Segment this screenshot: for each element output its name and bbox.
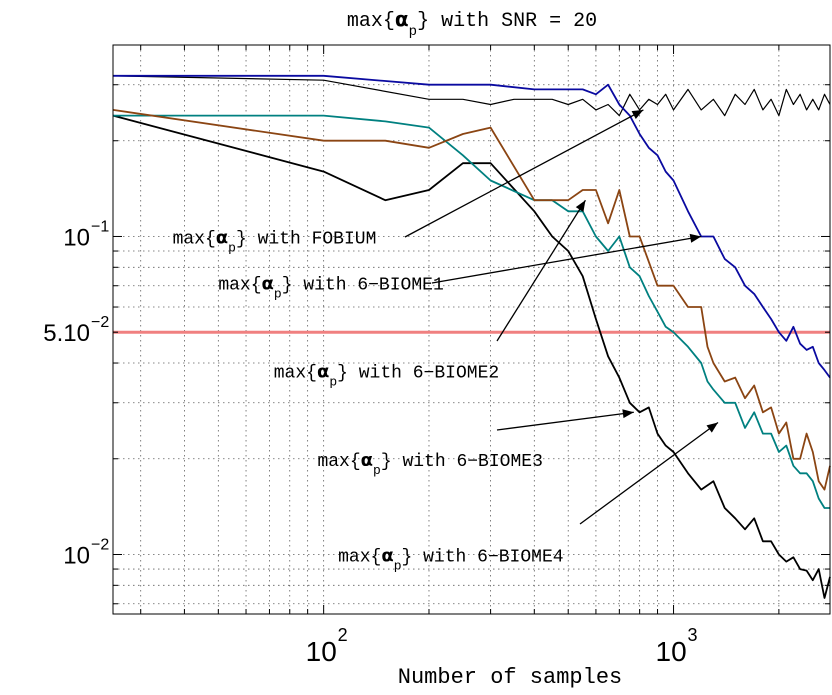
annotation-arrows	[404, 109, 719, 525]
plot-frame	[112, 44, 831, 615]
arrow-head-fobium	[631, 109, 644, 120]
arrow-head-biome1	[689, 233, 702, 243]
x-tick-label: 103	[656, 625, 698, 667]
arrow-shaft-biome2	[496, 199, 586, 342]
annotation-fobium-alpha: α	[216, 228, 228, 249]
title-suffix: } with SNR = 20	[417, 10, 597, 33]
y-tick-exp: −2	[91, 537, 109, 554]
y-tick-exp: −1	[91, 218, 109, 235]
arrow-shaft-biome3	[496, 411, 634, 431]
series-line-biome4	[112, 114, 831, 599]
axes-box	[112, 44, 831, 615]
x-axis-label: Number of samples	[398, 665, 622, 690]
grid	[113, 44, 830, 614]
annotation-biome1-prefix: max{	[218, 276, 261, 296]
arrow-biome1	[431, 233, 702, 284]
annotation-biome1-alpha: α	[262, 274, 274, 295]
annotation-fobium-prefix: max{	[173, 230, 216, 250]
arrow-head-biome2	[575, 200, 586, 212]
series-line-biome3	[113, 114, 830, 509]
y-tick-exp: −2	[91, 314, 109, 331]
annotation-biome1: max{αp} with 6−BIOME1	[218, 274, 443, 302]
x-tick-exp: 3	[688, 625, 698, 645]
annotation-biome2-subscript: p	[329, 375, 337, 390]
annotation-biome3: max{αp} with 6−BIOME3	[317, 450, 542, 478]
annotation-biome4-alpha: α	[381, 546, 393, 567]
annotation-biome1-suffix: } with 6−BIOME1	[282, 276, 444, 296]
series-line-fobium	[112, 75, 831, 117]
y-tick-base: 10	[63, 543, 90, 570]
title-prefix: max{	[347, 10, 395, 33]
title-alpha: α	[395, 7, 409, 31]
arrow-head-biome3	[622, 409, 634, 419]
series-group	[112, 74, 831, 599]
arrow-shaft-biome1	[431, 235, 702, 284]
arrow-fobium	[404, 109, 644, 238]
x-tick-exp: 2	[338, 625, 348, 645]
annotation-biome4-prefix: max{	[338, 548, 381, 568]
annotation-fobium-subscript: p	[228, 241, 236, 256]
annotation-biome3-subscript: p	[373, 463, 381, 478]
arrow-biome4	[579, 422, 719, 525]
arrow-biome2	[496, 199, 586, 342]
arrow-shaft-fobium	[404, 109, 644, 238]
annotation-biome2-suffix: } with 6−BIOME2	[337, 364, 499, 384]
arrow-head-biome4	[706, 422, 719, 433]
x-tick-base: 10	[306, 636, 337, 667]
y-tick-base: 5.10	[43, 320, 90, 347]
title-subscript: p	[409, 24, 417, 40]
y-tick-base: 10	[63, 224, 90, 251]
series-line-biome2	[112, 109, 831, 491]
annotation-biome4-subscript: p	[394, 559, 402, 574]
annotation-biome1-subscript: p	[274, 287, 282, 302]
x-tick-base: 10	[656, 636, 687, 667]
series-line-biome1	[113, 74, 831, 379]
annotation-biome4-suffix: } with 6−BIOME4	[402, 548, 564, 568]
annotation-biome4: max{αp} with 6−BIOME4	[338, 546, 563, 574]
y-tick-label: 5.10 −2	[43, 314, 109, 347]
chart-title: max{αp} with SNR = 20	[347, 7, 597, 40]
y-tick-label: 10 −1	[63, 218, 109, 251]
annotation-biome2: max{αp} with 6−BIOME2	[274, 362, 499, 390]
annotation-fobium-suffix: } with FOBIUM	[236, 230, 376, 250]
annotation-biome3-prefix: max{	[317, 452, 360, 472]
annotation-biome2-prefix: max{	[274, 364, 317, 384]
annotation-biome2-alpha: α	[317, 362, 329, 383]
arrow-biome3	[496, 409, 634, 431]
annotation-biome3-suffix: } with 6−BIOME3	[381, 452, 543, 472]
annotation-fobium: max{αp} with FOBIUM	[173, 228, 377, 256]
x-tick-label: 102	[306, 625, 348, 667]
y-axis-ticks: 10 −15.10 −210 −2	[43, 218, 109, 569]
annotation-biome3-alpha: α	[361, 450, 373, 471]
y-tick-label: 10 −2	[63, 537, 109, 570]
arrow-shaft-biome4	[579, 422, 719, 525]
chart-title-text: max{αp} with SNR = 20	[347, 7, 597, 40]
